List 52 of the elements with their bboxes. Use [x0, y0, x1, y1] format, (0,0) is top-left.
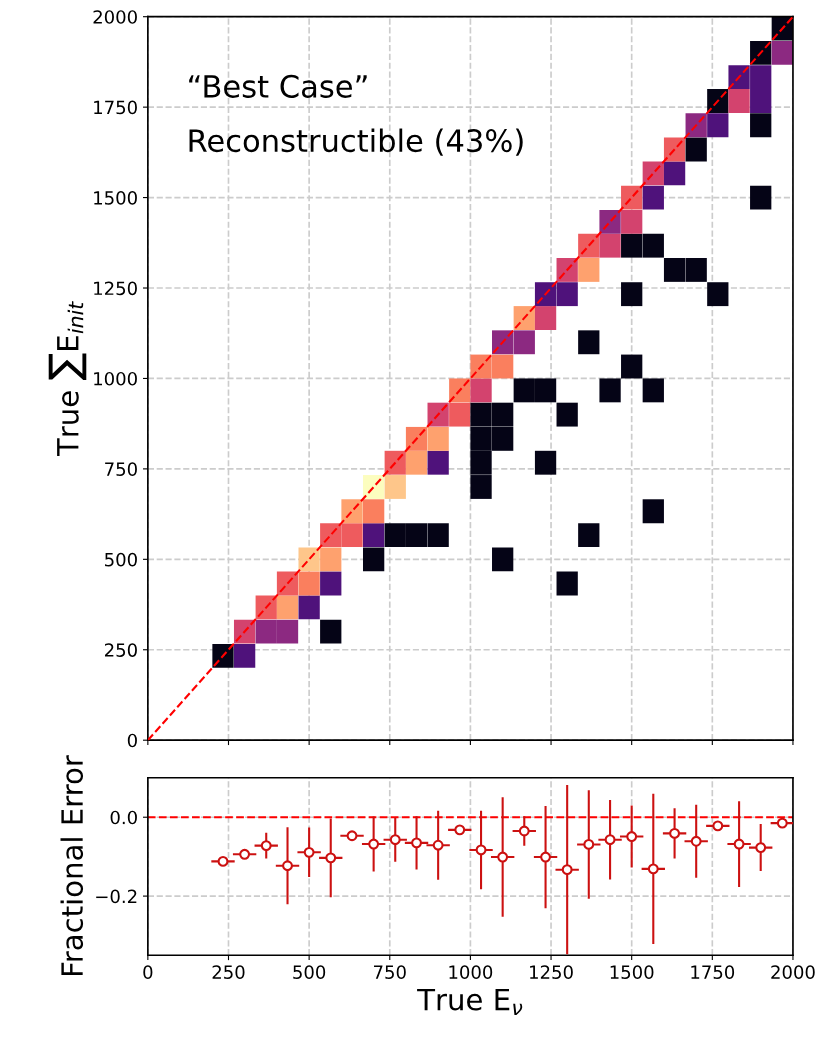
point	[690, 835, 702, 847]
point	[669, 827, 681, 839]
point	[217, 855, 229, 867]
y-tick-label: 2000	[93, 10, 137, 24]
y-tick-label: 0.0	[110, 810, 137, 825]
x-tick-label: 250	[212, 965, 245, 979]
x-tick-label: 1000	[449, 965, 493, 979]
point	[432, 839, 444, 851]
point	[583, 839, 595, 850]
x-tick-label: 2000	[771, 965, 815, 979]
point	[411, 837, 422, 849]
y-tick-label: 750	[105, 462, 137, 476]
point	[755, 842, 767, 854]
y-tick-label: 1000	[94, 371, 137, 386]
x-axis-title: True E$_{ν}$	[417, 988, 523, 1015]
point	[282, 860, 293, 872]
y-axis-title: Fractional Error	[60, 755, 84, 976]
point	[239, 848, 251, 860]
point	[454, 824, 466, 836]
point	[712, 820, 724, 832]
y-tick-label: 250	[104, 643, 137, 657]
x-tick-label: 500	[293, 965, 326, 979]
point	[604, 834, 616, 846]
point	[733, 838, 745, 850]
y-tick-label: 1250	[94, 281, 137, 296]
x-tick-label: 1250	[530, 965, 573, 979]
point	[260, 840, 272, 852]
point	[303, 846, 315, 858]
x-tick-label: 750	[374, 965, 406, 979]
point	[368, 838, 380, 850]
y-axis-title: True ∑E$_{init}$	[48, 301, 87, 457]
point	[497, 851, 509, 863]
point	[561, 864, 573, 876]
point	[518, 825, 530, 837]
x-tick-label: 1750	[691, 965, 735, 979]
y-tick-label: 0	[127, 733, 137, 748]
annotation: Reconstructible (43%)	[189, 128, 523, 156]
point	[346, 830, 358, 842]
point	[776, 817, 788, 829]
point	[475, 844, 487, 856]
point	[389, 834, 401, 846]
x-tick-label: 0	[143, 965, 153, 979]
y-tick-label: 1500	[94, 191, 137, 205]
point	[626, 831, 638, 842]
x-tick-label: 1500	[610, 965, 654, 979]
y-tick-label: 500	[105, 552, 137, 567]
point	[325, 852, 337, 864]
annotation: “Best Case”	[189, 74, 367, 98]
point	[540, 851, 551, 863]
point	[647, 863, 659, 875]
y-tick-label: 1750	[94, 100, 137, 115]
y-tick-label: −0.2	[96, 889, 137, 904]
